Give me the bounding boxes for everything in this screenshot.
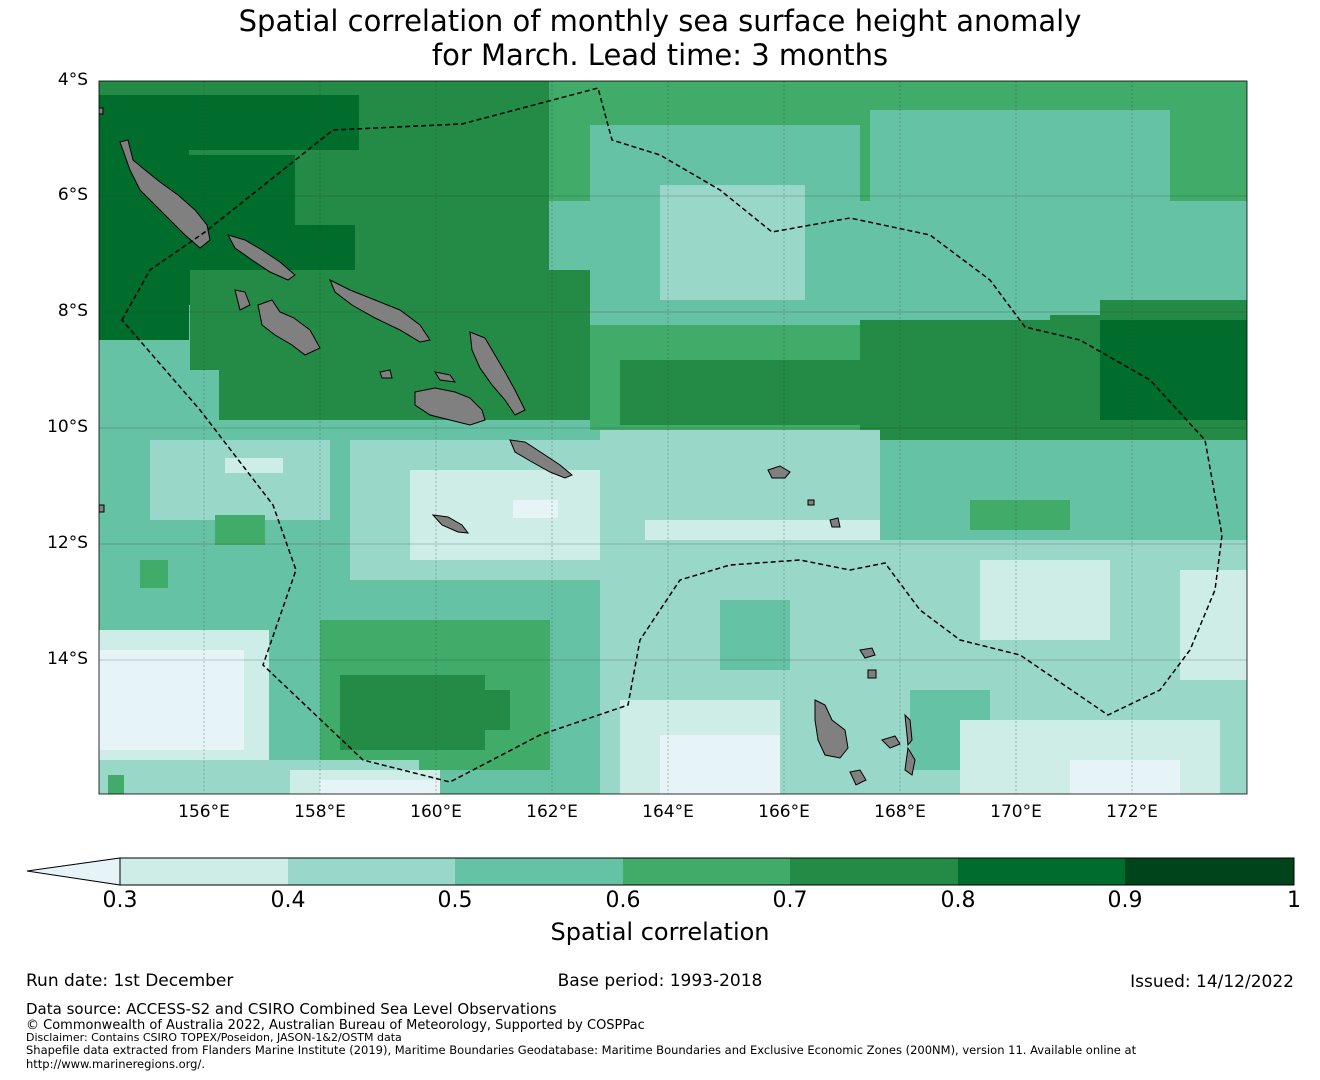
- data-source: Data source: ACCESS-S2 and CSIRO Combine…: [26, 1000, 557, 1018]
- colorbar-bin-0.9-1: [1125, 858, 1294, 885]
- lat-label-12s: 12°S: [47, 533, 88, 553]
- colorbar-tick-0.7: 0.7: [772, 888, 808, 913]
- lon-label-158e: 158°E: [294, 802, 346, 822]
- small-island-2: [433, 371, 457, 383]
- efate-island: [849, 769, 867, 786]
- colorbar-bin-0.5-0.6: [455, 858, 623, 885]
- colorbar-tick-0.3: 0.3: [102, 888, 138, 913]
- lon-label-172e: 172°E: [1106, 802, 1158, 822]
- map-frame: [98, 80, 1248, 795]
- colorbar-tick-0.5: 0.5: [437, 888, 473, 913]
- vella-lavella-island: [234, 289, 251, 311]
- santa-isabel-island: [329, 278, 431, 343]
- lat-label-4s: 4°S: [57, 70, 88, 90]
- issued-date: Issued: 14/12/2022: [1130, 972, 1294, 992]
- land-masses: [99, 107, 916, 786]
- lat-label-8s: 8°S: [57, 301, 88, 321]
- colorbar-tick-1: 1: [1287, 888, 1301, 913]
- correlation-field: [99, 81, 1247, 794]
- lat-label-14s: 14°S: [47, 649, 88, 669]
- small-island-4: [867, 669, 877, 679]
- copyright-notice: © Commonwealth of Australia 2022, Austra…: [26, 1018, 645, 1033]
- pentecost-island: [904, 746, 916, 776]
- colorbar: [26, 857, 1295, 886]
- marineregions-link[interactable]: http://www.marineregions.org/.: [26, 1057, 205, 1071]
- solomon-islands-eez: [121, 87, 1223, 783]
- eez-boundaries: [121, 87, 1223, 783]
- colorbar-extend-arrow: [26, 857, 121, 886]
- guadalcanal-island: [414, 387, 486, 426]
- shapefile-credit: Shapefile data extracted from Flanders M…: [26, 1043, 1137, 1057]
- title-line-1: Spatial correlation of monthly sea surfa…: [238, 4, 1082, 38]
- espiritu-santo-island: [814, 699, 849, 759]
- maewo-island: [904, 713, 913, 747]
- chart-title: Spatial correlation of monthly sea surfa…: [0, 4, 1320, 72]
- nendo-island: [767, 465, 791, 479]
- lon-label-162e: 162°E: [526, 802, 578, 822]
- lon-label-168e: 168°E: [874, 802, 926, 822]
- bougainville-island: [119, 139, 211, 249]
- colorbar-tick-0.9: 0.9: [1107, 888, 1143, 913]
- colorbar-bin-0.8-0.9: [958, 858, 1125, 885]
- small-island-3: [807, 499, 815, 506]
- lon-label-166e: 166°E: [758, 802, 810, 822]
- malekula-island: [881, 735, 901, 749]
- small-island-6: [99, 107, 104, 115]
- lon-label-156e: 156°E: [178, 802, 230, 822]
- colorbar-bin-0.6-0.7: [623, 858, 790, 885]
- colorbar-tick-0.6: 0.6: [605, 888, 641, 913]
- rennell-island: [431, 514, 470, 534]
- colorbar-label: Spatial correlation: [550, 918, 770, 946]
- colorbar-bin-0.3-0.4: [120, 858, 288, 885]
- lat-label-10s: 10°S: [47, 417, 88, 437]
- colorbar-tick-0.8: 0.8: [940, 888, 976, 913]
- makira-island: [509, 439, 573, 479]
- lon-label-164e: 164°E: [642, 802, 694, 822]
- title-line-2: for March. Lead time: 3 months: [431, 38, 889, 72]
- lon-label-170e: 170°E: [990, 802, 1042, 822]
- ambae-island: [859, 647, 876, 659]
- new-georgia-islands: [257, 299, 321, 356]
- base-period: Base period: 1993-2018: [557, 971, 763, 991]
- malaita-island: [469, 331, 526, 416]
- lat-label-6s: 6°S: [57, 185, 88, 205]
- colorbar-tick-0.4: 0.4: [270, 888, 306, 913]
- run-date: Run date: 1st December: [26, 971, 234, 991]
- vanikoro-island: [829, 517, 841, 528]
- colorbar-bin-0.7-0.8: [790, 858, 958, 885]
- colorbar-bin-0.4-0.5: [288, 858, 455, 885]
- small-island-5: [99, 504, 105, 513]
- small-island-1: [379, 369, 393, 379]
- map-gridlines: [99, 81, 1247, 794]
- lon-label-160e: 160°E: [410, 802, 462, 822]
- choiseul-island: [226, 234, 296, 281]
- disclaimer: Disclaimer: Contains CSIRO TOPEX/Poseido…: [26, 1031, 402, 1044]
